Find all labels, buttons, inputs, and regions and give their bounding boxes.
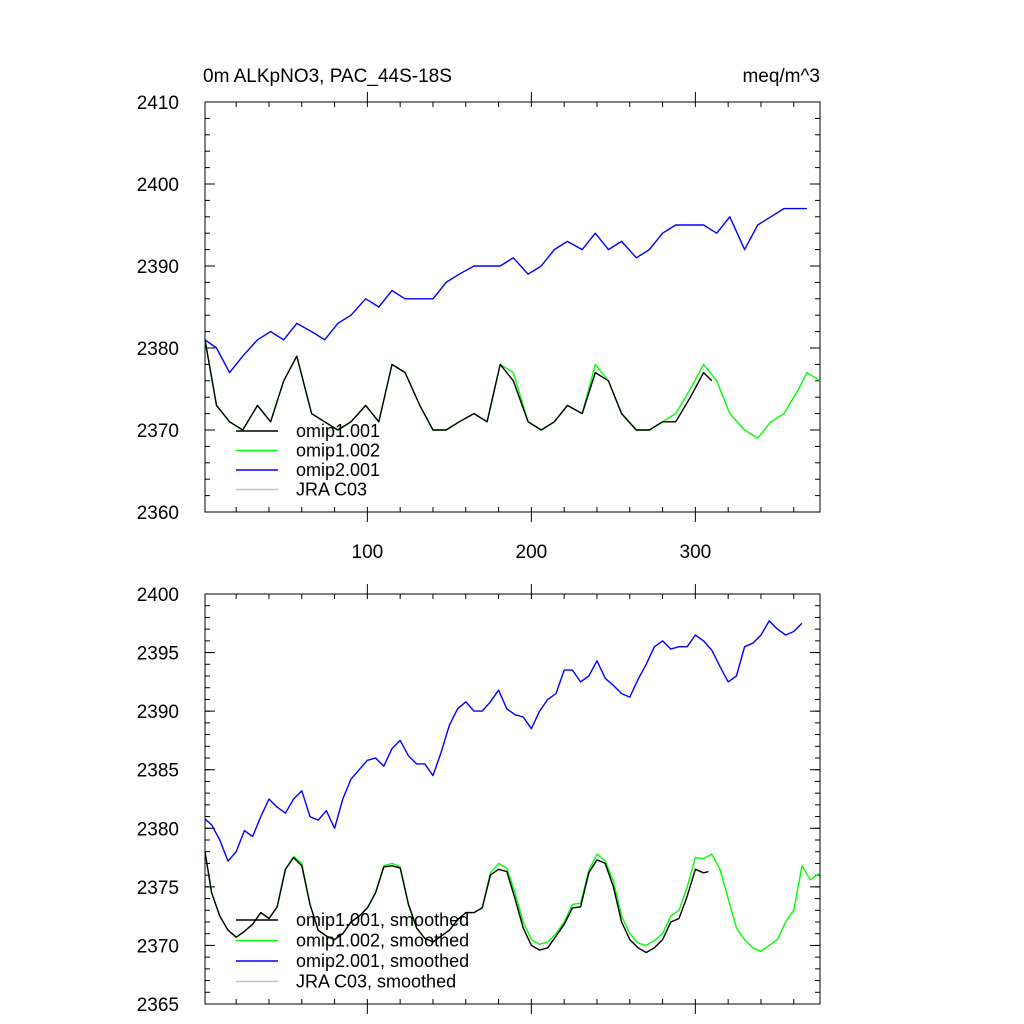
top-ytick-label: 2370 — [137, 421, 179, 442]
bottom-series-line-omip1-001-smoothed — [204, 851, 709, 954]
top-series-line-omip2-001 — [204, 207, 807, 374]
top-xtick-label: 200 — [516, 542, 548, 563]
bottom-ytick-label: 2370 — [137, 936, 179, 957]
top-ytick-label: 2410 — [137, 93, 179, 114]
bottom-legend-label: JRA C03, smoothed — [296, 972, 456, 992]
bottom-x-axis — [366, 584, 696, 1014]
bottom-legend-label: omip1.001, smoothed — [296, 910, 469, 930]
top-ytick-label: 2360 — [137, 503, 179, 524]
top-chart-units: meq/m^3 — [742, 66, 820, 87]
top-xtick-label: 300 — [680, 542, 712, 563]
top-legend-label: omip1.002 — [296, 441, 380, 461]
bottom-legend-label: omip2.001, smoothed — [296, 951, 469, 971]
top-plot-frame — [204, 101, 821, 513]
top-chart-title: 0m ALKpNO3, PAC_44S-18S — [203, 66, 452, 87]
top-ytick-label: 2390 — [137, 257, 179, 278]
bottom-ytick-label: 2395 — [137, 644, 179, 665]
bottom-ytick-label: 2385 — [137, 761, 179, 782]
bottom-panel: 2365 2370 2375 2380 2385 2390 2395 2400 omip1.0… — [137, 584, 821, 1016]
top-panel: 0m ALKpNO3, PAC_44S-18S meq/m^3 2360 2370… — [137, 66, 821, 563]
bottom-ytick-label: 2380 — [137, 819, 179, 840]
bottom-legend-label: omip1.002, smoothed — [296, 931, 469, 951]
bottom-ytick-label: 2375 — [137, 878, 179, 899]
bottom-series-group — [204, 620, 821, 954]
bottom-series-line-omip2-001-smoothed — [204, 620, 803, 862]
top-y-axis: 2360 2370 2380 2390 2400 2410 — [137, 93, 820, 524]
top-series-line-omip1-001 — [204, 339, 713, 431]
top-xtick-label: 100 — [352, 542, 384, 563]
bottom-ytick-label: 2365 — [137, 995, 179, 1016]
bottom-y-axis: 2365 2370 2375 2380 2385 2390 2395 2400 — [137, 585, 820, 1016]
top-ytick-label: 2400 — [137, 175, 179, 196]
top-legend-label: omip2.001 — [296, 460, 380, 480]
top-legend-label: omip1.001 — [296, 421, 380, 441]
bottom-minor-ticks — [205, 593, 820, 1005]
bottom-ytick-label: 2400 — [137, 585, 179, 606]
bottom-plot-frame — [204, 593, 821, 1005]
top-legend-label: JRA C03 — [296, 480, 367, 500]
bottom-ytick-label: 2390 — [137, 702, 179, 723]
top-ytick-label: 2380 — [137, 339, 179, 360]
top-series-group — [204, 207, 821, 439]
top-x-axis: 100 200 300 — [352, 92, 712, 563]
